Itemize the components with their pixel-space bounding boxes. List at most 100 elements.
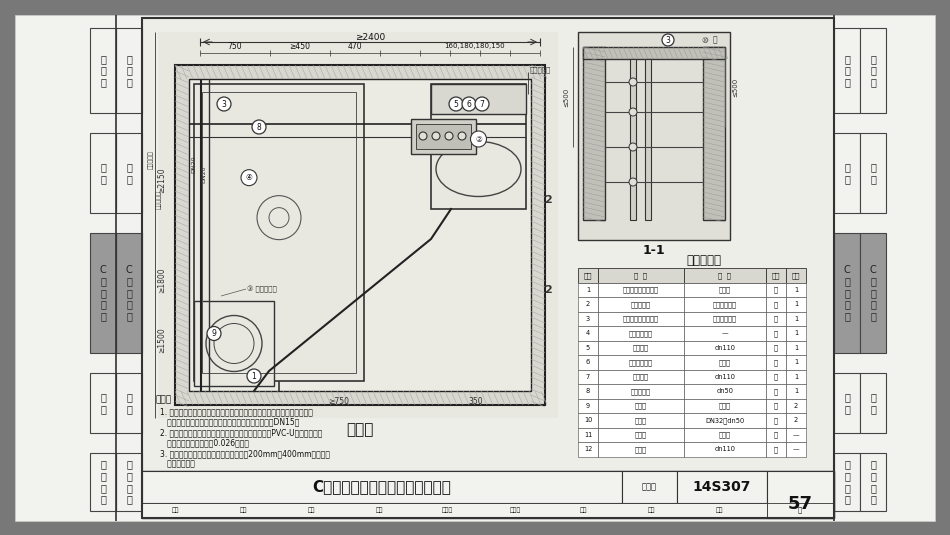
Circle shape: [207, 326, 221, 340]
Text: 350: 350: [468, 396, 484, 406]
Bar: [598, 282, 684, 297]
Text: 半嵌水嘴下置边浴盆: 半嵌水嘴下置边浴盆: [623, 316, 659, 322]
Circle shape: [458, 132, 466, 140]
Text: 2: 2: [794, 417, 798, 423]
Text: 伸缩节: 伸缩节: [635, 431, 647, 438]
Text: 阻火圈: 阻火圈: [635, 446, 647, 453]
Bar: [598, 413, 684, 427]
Bar: [677, 471, 767, 503]
Bar: [834, 233, 860, 353]
Text: 有水封地漏: 有水封地漏: [631, 388, 651, 394]
Text: 厨
房: 厨 房: [100, 162, 106, 184]
Text: 3: 3: [221, 100, 226, 109]
Text: —: —: [792, 432, 799, 438]
Text: 节
点
详
图: 节 点 详 图: [870, 460, 876, 505]
Text: 个: 个: [774, 417, 778, 424]
Text: 7: 7: [586, 374, 590, 380]
Bar: [860, 133, 886, 213]
Text: ④: ④: [245, 173, 253, 182]
Bar: [578, 282, 598, 297]
Text: ≤500: ≤500: [732, 78, 738, 97]
Text: 接自热水主: 接自热水主: [148, 151, 154, 170]
Bar: [578, 384, 598, 399]
Text: 个: 个: [774, 431, 778, 438]
Circle shape: [432, 132, 440, 140]
Circle shape: [445, 132, 453, 140]
Text: ⑩: ⑩: [701, 35, 709, 44]
Bar: [578, 355, 598, 370]
Bar: [767, 471, 834, 518]
Bar: [703, 47, 725, 220]
Bar: [202, 92, 356, 373]
Bar: [598, 311, 684, 326]
Circle shape: [475, 97, 489, 111]
Bar: [578, 370, 598, 384]
Text: 主要设备表: 主要设备表: [687, 254, 721, 266]
Text: dn110: dn110: [714, 374, 735, 380]
Bar: [684, 311, 766, 326]
Text: 6: 6: [466, 100, 471, 109]
Circle shape: [629, 178, 637, 186]
Bar: [786, 370, 806, 384]
Text: 1: 1: [794, 345, 798, 351]
Text: 套: 套: [774, 330, 778, 337]
Text: 废水立管: 废水立管: [633, 373, 649, 380]
Text: 层高上端标: 层高上端标: [530, 67, 551, 73]
Bar: [630, 59, 636, 220]
Text: DN20: DN20: [201, 165, 206, 183]
Bar: [142, 471, 834, 518]
Text: 接自冷水主: 接自冷水主: [156, 190, 162, 209]
Text: 件，排水横支管坡度为0.026验制。: 件，排水横支管坡度为0.026验制。: [160, 439, 249, 447]
Text: 1: 1: [794, 374, 798, 380]
Bar: [578, 32, 730, 240]
Text: 套: 套: [774, 286, 778, 293]
Text: 1: 1: [794, 287, 798, 293]
Bar: [598, 370, 684, 384]
Bar: [766, 282, 786, 297]
Bar: [90, 28, 116, 113]
Text: 4: 4: [586, 330, 590, 337]
Text: 阳
台: 阳 台: [126, 392, 132, 414]
Text: 设计: 设计: [580, 507, 587, 513]
Bar: [142, 18, 834, 518]
Bar: [766, 268, 786, 282]
Bar: [598, 427, 684, 442]
Bar: [622, 471, 677, 503]
Circle shape: [419, 132, 427, 140]
Text: 7: 7: [480, 100, 484, 109]
Text: 8: 8: [586, 388, 590, 394]
Bar: [158, 32, 558, 418]
Text: 14S307: 14S307: [693, 480, 751, 494]
Circle shape: [252, 120, 266, 134]
Bar: [175, 65, 545, 405]
Bar: [431, 84, 526, 209]
Text: ③ 旁流检修口: ③ 旁流检修口: [247, 285, 276, 293]
Text: 2: 2: [586, 301, 590, 307]
Text: C
型
卫
生
间: C 型 卫 生 间: [125, 265, 132, 321]
Circle shape: [241, 170, 257, 186]
Bar: [834, 453, 860, 511]
Bar: [416, 124, 471, 149]
Text: 3. 本卫生间平面布置同时也适用于坑距为200mm、400mm等尺寸的: 3. 本卫生间平面布置同时也适用于坑距为200mm、400mm等尺寸的: [160, 449, 330, 458]
Text: 厨
房: 厨 房: [844, 162, 850, 184]
Text: 全自动洗衣机: 全自动洗衣机: [629, 330, 653, 337]
Bar: [116, 233, 142, 353]
Bar: [786, 355, 806, 370]
Bar: [578, 340, 598, 355]
Bar: [766, 384, 786, 399]
Bar: [834, 28, 860, 113]
Bar: [583, 47, 725, 59]
Circle shape: [217, 97, 231, 111]
Bar: [189, 79, 531, 391]
Text: 半嵌混合水嘴及设备: 半嵌混合水嘴及设备: [623, 286, 659, 293]
Text: 750: 750: [228, 42, 242, 50]
Bar: [598, 268, 684, 282]
Text: 个: 个: [774, 446, 778, 453]
Text: 编号: 编号: [583, 272, 592, 279]
Bar: [684, 282, 766, 297]
Text: 单位: 单位: [771, 272, 780, 279]
Text: ≥1800: ≥1800: [158, 267, 166, 293]
Text: 套: 套: [774, 316, 778, 322]
Bar: [786, 413, 806, 427]
Bar: [766, 355, 786, 370]
